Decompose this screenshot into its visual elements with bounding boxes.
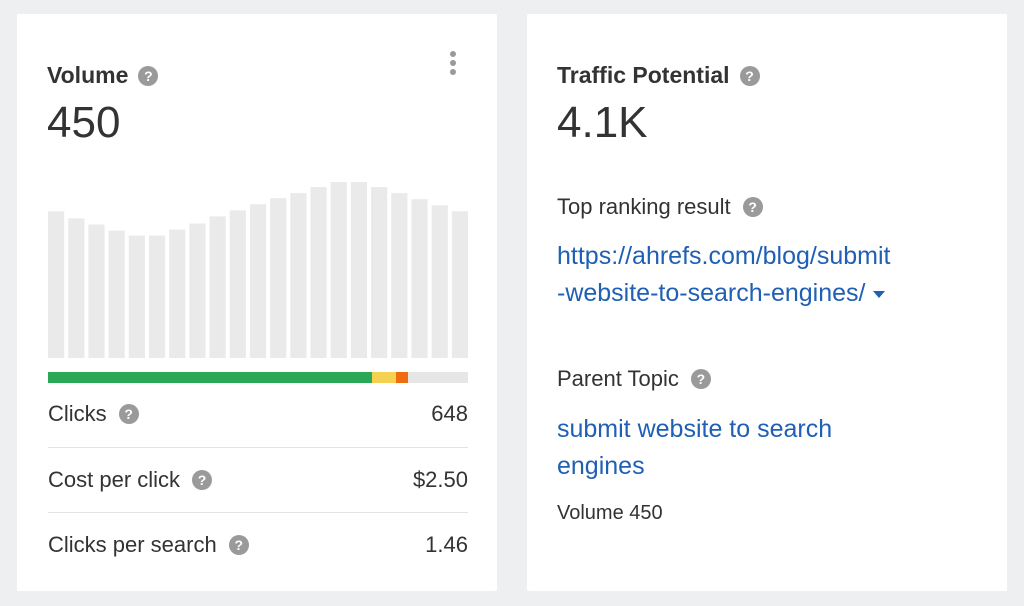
clicks-value: 648	[431, 401, 468, 426]
cost-per-click-value: $2.50	[412, 467, 468, 492]
volume-bar	[148, 235, 166, 358]
volume-bar	[330, 182, 347, 358]
help-icon[interactable]: ?	[118, 404, 139, 424]
top-ranking-url-line1: https://ahrefs.com/blog/submit	[557, 242, 891, 270]
top-ranking-url-line2: -website-to-search-engines/	[557, 279, 866, 307]
caret-down-icon[interactable]	[873, 290, 886, 298]
parent-topic-volume: Volume 450	[557, 502, 663, 524]
volume-bar	[88, 224, 105, 358]
volume-bar	[189, 223, 206, 358]
clicks-label: Clicks	[48, 401, 107, 426]
clicks-segment-organic	[48, 372, 372, 383]
top-ranking-label: Top ranking result ?	[557, 194, 763, 220]
help-icon[interactable]: ?	[192, 470, 213, 490]
volume-bar	[48, 211, 65, 358]
traffic-potential-title-text: Traffic Potential	[557, 62, 730, 88]
volume-bar	[249, 204, 267, 358]
clicks-per-search-row: Clicks per search ? 1.46	[48, 512, 468, 577]
clicks-row: Clicks ? 648	[48, 382, 468, 446]
volume-bar	[310, 187, 327, 358]
volume-bar	[290, 193, 307, 358]
volume-card: Volume ? 450 Clicks ? 648 Cost per click…	[17, 14, 497, 591]
cost-per-click-label: Cost per click	[48, 467, 181, 492]
volume-bar	[169, 229, 186, 358]
volume-trend-chart	[48, 182, 468, 358]
volume-bar	[229, 210, 246, 358]
volume-bar	[68, 218, 85, 358]
parent-topic-label-text: Parent Topic	[557, 366, 679, 391]
help-icon[interactable]: ?	[739, 65, 760, 86]
volume-bar	[108, 230, 125, 358]
top-ranking-label-text: Top ranking result	[557, 194, 731, 219]
volume-title: Volume ?	[47, 62, 159, 89]
volume-bar	[431, 205, 448, 358]
cost-per-click-row: Cost per click ? $2.50	[48, 447, 468, 512]
help-icon[interactable]: ?	[138, 65, 159, 86]
volume-bar	[451, 211, 468, 358]
clicks-per-search-label: Clicks per search	[48, 532, 217, 557]
volume-value: 450	[47, 98, 121, 147]
clicks-distribution-bar	[48, 372, 468, 383]
traffic-potential-card: Traffic Potential ? 4.1K Top ranking res…	[527, 14, 1007, 591]
clicks-segment-other	[396, 372, 409, 383]
traffic-potential-value: 4.1K	[557, 98, 648, 147]
help-icon[interactable]: ?	[742, 197, 763, 217]
traffic-potential-title: Traffic Potential ?	[557, 62, 760, 89]
more-options-icon[interactable]	[445, 49, 461, 77]
volume-bar	[411, 199, 428, 358]
clicks-segment-paid	[371, 372, 397, 383]
volume-bar	[128, 235, 145, 358]
clicks-per-search-value: 1.46	[425, 532, 468, 557]
top-ranking-url-link[interactable]: https://ahrefs.com/blog/submit -website-…	[557, 238, 987, 312]
help-icon[interactable]: ?	[690, 369, 711, 389]
volume-bar	[270, 198, 287, 358]
volume-title-text: Volume	[47, 62, 129, 88]
help-icon[interactable]: ?	[228, 535, 249, 555]
volume-bar	[350, 182, 368, 358]
volume-bar	[371, 187, 388, 358]
volume-bar	[209, 216, 226, 358]
volume-bar	[391, 193, 408, 358]
parent-topic-label: Parent Topic ?	[557, 366, 711, 392]
parent-topic-link[interactable]: submit website to search engines	[557, 415, 833, 480]
